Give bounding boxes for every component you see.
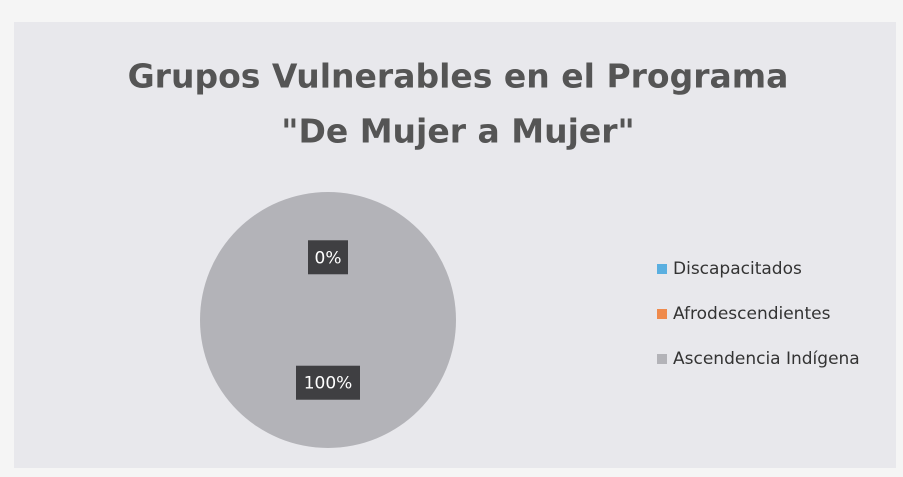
legend-swatch <box>657 354 667 364</box>
chart-area <box>14 22 896 468</box>
legend-swatch <box>657 264 667 274</box>
data-label-box <box>296 365 360 400</box>
data-label-box <box>308 240 348 275</box>
chart-title: "De Mujer a Mujer" <box>281 112 635 151</box>
legend-label: Ascendencia Indígena <box>673 349 860 369</box>
legend-label: Afrodescendientes <box>673 304 831 324</box>
data-label: 100% <box>304 374 353 394</box>
chart-title: Grupos Vulnerables en el Programa <box>128 57 789 96</box>
pie-slice <box>200 192 456 448</box>
data-label: 0% <box>315 248 342 268</box>
legend-swatch <box>657 309 667 319</box>
legend-label: Discapacitados <box>673 259 802 279</box>
